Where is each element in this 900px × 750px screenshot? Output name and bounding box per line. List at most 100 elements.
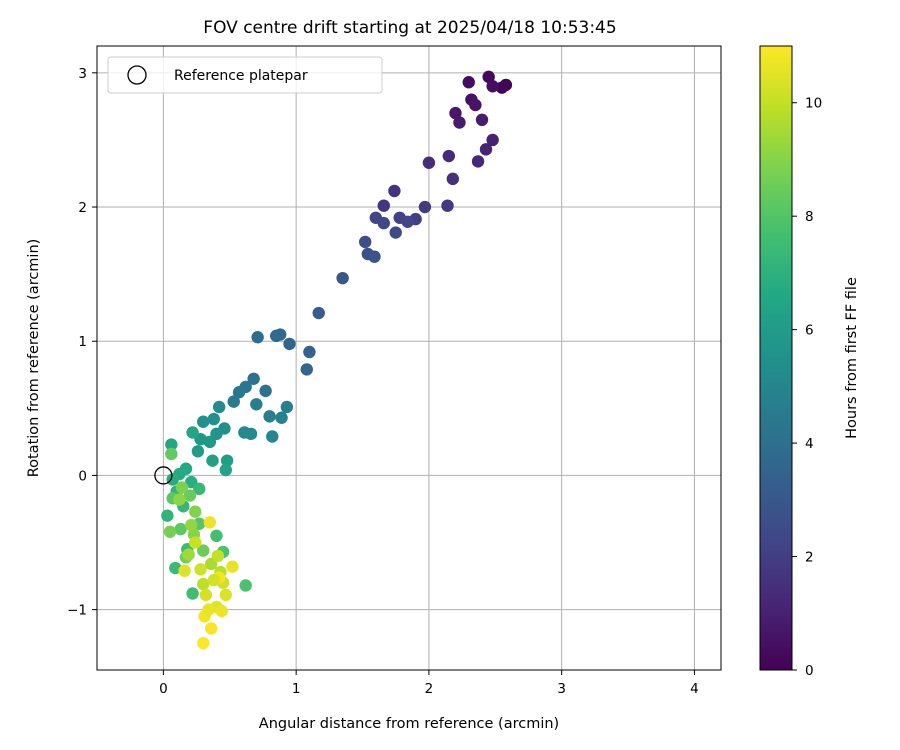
scatter-point [202,603,215,616]
scatter-point [211,549,225,563]
axis-ticks: 0 1 2 3 4 −1 0 1 2 3 [67,66,699,697]
scatter-point [358,235,372,249]
x-tick-label: 0 [159,681,168,697]
scatter-point [212,400,226,414]
scatter-point [377,216,390,230]
scatter-point [442,149,456,163]
chart-title: FOV centre drift starting at 2025/04/18 … [203,18,616,38]
colorbar-tick-label: 4 [805,436,814,452]
scatter-point [469,98,482,112]
legend-marker [127,65,147,85]
scatter-point [495,81,509,94]
x-tick-label: 2 [425,681,434,697]
scatter-point [266,430,279,443]
scatter-point [418,200,432,214]
scatter-point [189,536,202,549]
scatter-point [449,106,462,120]
colorbar-tick-label: 6 [805,323,814,339]
scatter-point [197,415,210,428]
y-tick-label: −1 [67,603,87,619]
colorbar: 0 2 4 6 8 10 Hours from first FF file [759,45,860,679]
reference-platepar-marker [154,466,173,485]
scatter-point [244,427,258,441]
scatter-point [422,156,436,169]
scatter-point [368,250,381,263]
scatter-point [274,328,287,341]
scatter-point [303,345,316,359]
colorbar-label: Hours from first FF file [844,277,860,439]
scatter-point [161,509,174,522]
scatter-point [206,454,219,467]
scatter-point [193,482,206,496]
x-tick-label: 4 [690,681,699,697]
scatter-point [462,76,475,89]
scatter-point [280,400,294,414]
scatter-point [165,447,178,461]
colorbar-tick-label: 8 [805,209,814,225]
scatter-point [174,522,187,536]
scatter-point [175,481,189,494]
scatter-point [166,473,179,486]
scatter-point [446,172,460,186]
scatter-point [220,454,234,467]
scatter-point [232,386,246,399]
scatter-point [215,604,228,618]
scatter-point [199,588,213,602]
scatter-point [226,560,239,573]
scatter-point [169,561,182,575]
scatter-point [377,199,390,212]
legend: Reference platepar [107,56,383,94]
y-tick-label: 1 [78,334,87,350]
x-axis-label: Angular distance from reference (arcmin) [259,716,559,732]
scatter-point [219,463,232,477]
scatter-point [197,577,210,591]
scatter-point [186,426,199,439]
y-tick-label: 2 [78,200,87,216]
scatter-point [247,372,260,385]
scatter-point [203,516,217,529]
scatter-point [173,493,186,506]
scatter-point [207,573,221,587]
scatter-point [251,331,264,344]
scatter-point [189,505,202,518]
colorbar-ticks: 0 2 4 6 8 10 [792,96,822,679]
scatter-point [479,143,493,156]
scatter-point [259,384,272,398]
scatter-point [191,445,205,458]
scatter-point [194,563,207,576]
scatter-point [388,184,401,198]
y-tick-label: 3 [78,66,87,82]
grid-lines [97,46,721,670]
scatter-point [165,438,178,451]
scatter-point [389,226,402,239]
scatter-point [312,306,325,320]
scatter-point [204,622,218,635]
scatter-point [475,113,489,127]
scatter-point [210,529,223,543]
scatter-point [283,337,296,351]
scatter-point [203,435,217,449]
scatter-point [453,116,466,129]
scatter-point [163,525,177,538]
scatter-point [263,410,276,423]
scatter-point [197,636,210,650]
scatter-point [275,411,288,424]
scatter-point [182,548,195,561]
scatter-point [186,587,199,600]
y-axis-label: Rotation from reference (arcmin) [26,239,42,478]
colorbar-tick-label: 10 [805,96,822,112]
scatter-point [471,155,485,168]
scatter-point [239,579,252,592]
scatter-point [207,412,221,426]
plot-area: 0 1 2 3 4 −1 0 1 2 3 [67,45,722,697]
scatter-point [300,363,313,376]
scatter-point [185,518,198,532]
scatter-point [486,133,499,147]
scatter-point [336,271,349,285]
scatter-point [441,199,454,212]
scatter-point [183,489,197,502]
x-tick-label: 1 [292,681,301,697]
plot-frame [96,45,722,671]
scatter-point [482,70,495,84]
